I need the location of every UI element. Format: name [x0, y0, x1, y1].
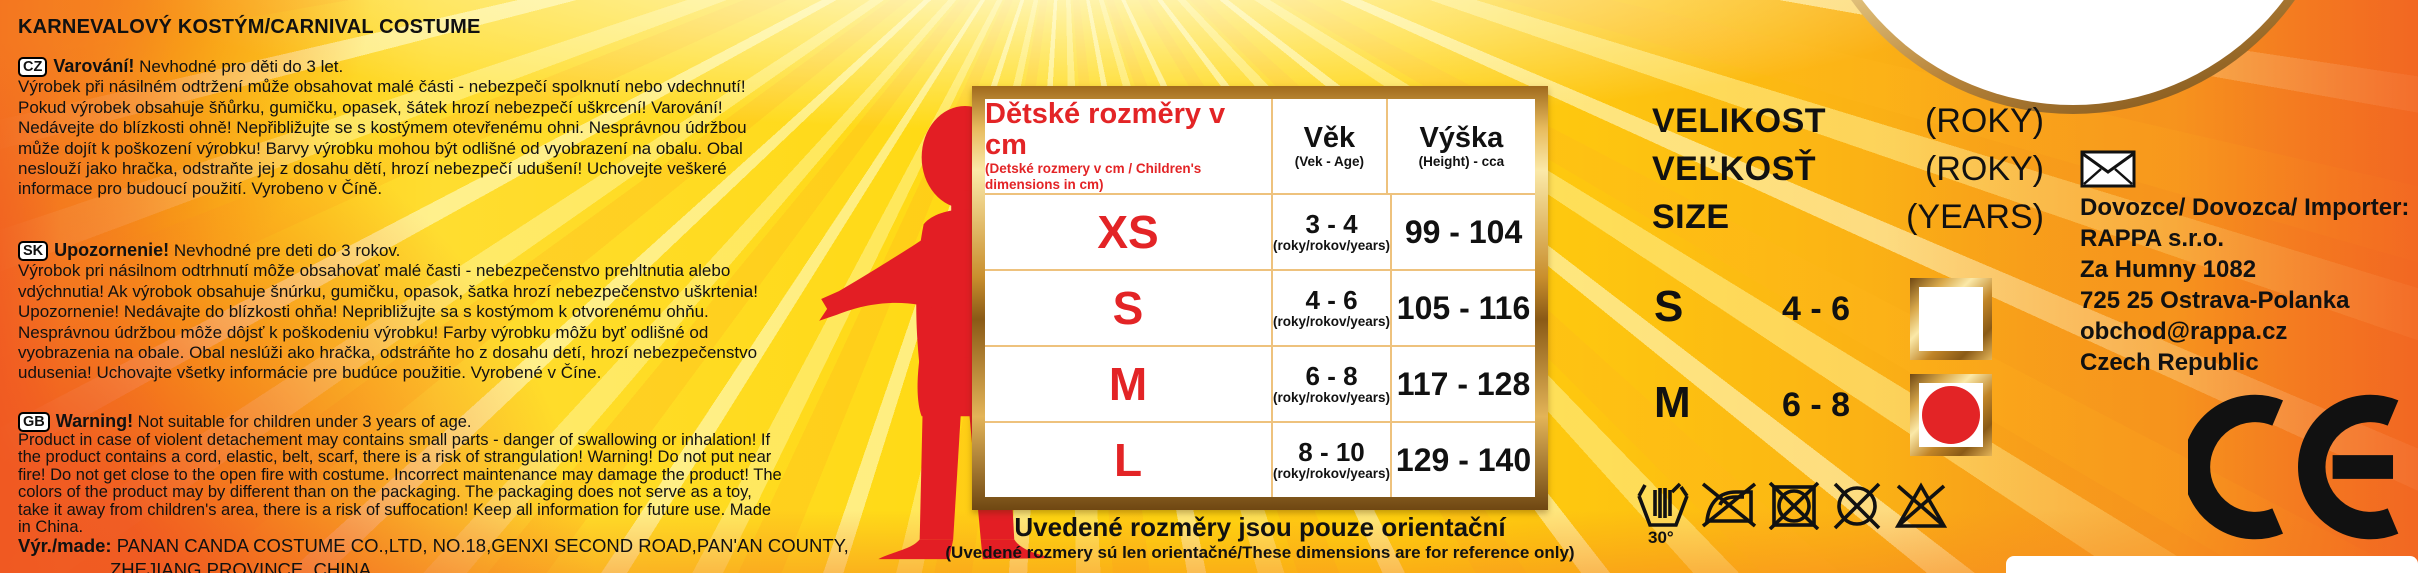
table-row-l: L 8 - 10 (roky/rokov/years) 129 - 140 [985, 421, 1535, 497]
ce-mark [2188, 394, 2399, 540]
age-cell: 6 - 8 [1305, 361, 1358, 391]
age-cell: 4 - 6 [1305, 285, 1358, 315]
age-cell: 8 - 10 [1298, 437, 1365, 467]
size-label-size: SIZE (YEARS) [1652, 198, 2044, 237]
manufacturer-line1: PANAN CANDA COSTUME CO.,LTD, NO.18,GENXI… [111, 535, 849, 556]
size-cell: XS [1097, 206, 1159, 258]
age-note: (roky/rokov/years) [1273, 466, 1391, 481]
warning-gb-body: Product in case of violent detachement m… [18, 431, 782, 537]
wash-temperature-label: 30° [1648, 528, 1674, 547]
height-cell: 105 - 116 [1396, 289, 1531, 326]
size-cell: S [1112, 282, 1144, 334]
option-m-years: 6 - 8 [1782, 386, 1851, 424]
option-s-letter: S [1654, 282, 1684, 331]
warning-sk-body: Výrobok pri násilnom odtrhnutí môže obsa… [18, 261, 758, 383]
do-not-iron-icon [1701, 482, 1757, 528]
importer-email: obchod@rappa.cz [2080, 318, 2288, 345]
height-cell: 117 - 128 [1396, 365, 1531, 402]
importer-street: Za Humny 1082 [2080, 256, 2257, 283]
hand-wash-30-icon [1637, 482, 1689, 527]
importer-country: Czech Republic [2080, 349, 2259, 376]
header-dimensions-subtitle: (Detské rozmery v cm / Children's dimens… [985, 161, 1202, 192]
importer-block: Dovozce/ Dovozca/ Importer: RAPPA s.r.o.… [2080, 150, 2409, 378]
size-label-velikost: VELIKOST (ROKY) [1652, 102, 2044, 141]
warning-sk-first: Nevhodné pre deti do 3 rokov. [169, 241, 401, 260]
warning-sk-intro: Upozornenie! [54, 240, 170, 260]
header-dimensions-title: Dětské rozměry v cm [985, 98, 1226, 161]
do-not-bleach-icon [1894, 482, 1948, 528]
age-cell: 3 - 4 [1305, 209, 1358, 239]
option-s-years: 4 - 6 [1782, 290, 1851, 328]
warning-gb-first: Not suitable for children under 3 years … [133, 413, 472, 431]
header-height-subtitle: (Height) - cca [1418, 153, 1505, 169]
envelope-icon [2080, 150, 2136, 188]
do-not-tumble-dry-icon [1768, 481, 1820, 530]
size-cell: M [1108, 358, 1148, 410]
size-paren: (ROKY) [1925, 102, 2044, 140]
manufacturer-line2: ZHEJIANG PROVINCE, CHINA [110, 559, 372, 573]
lang-badge-sk: SK [18, 241, 49, 261]
size-word: VELIKOST [1652, 102, 1827, 140]
size-cell: L [1113, 434, 1143, 486]
age-note: (roky/rokov/years) [1273, 314, 1391, 329]
age-note: (roky/rokov/years) [1273, 390, 1391, 405]
size-checkbox-s [1910, 278, 1992, 360]
header-height-title: Výška [1419, 121, 1504, 154]
size-paren: (YEARS) [1906, 198, 2044, 236]
warning-cz-body: Výrobek při násilném odtržení může obsah… [18, 77, 747, 199]
age-note: (roky/rokov/years) [1273, 238, 1391, 253]
do-not-dry-clean-icon [1833, 482, 1881, 530]
manufacturer-block: Výr./made: PANAN CANDA COSTUME CO.,LTD, … [18, 534, 849, 573]
lang-badge-cz: CZ [18, 57, 48, 77]
size-word: VEĽKOSŤ [1652, 150, 1817, 188]
table-footnote-main: Uvedené rozměry jsou pouze orientační [1014, 512, 1506, 542]
warning-cz-first: Nevhodné pro děti do 3 let. [134, 57, 344, 76]
table-footnote-sub: (Uvedené rozmery sú len orientačné/These… [945, 543, 1575, 562]
importer-heading: Dovozce/ Dovozca/ Importer: [2080, 194, 2410, 221]
partial-white-box [2006, 556, 2418, 573]
warning-sk: SK Upozornenie! Nevhodné pre deti do 3 ro… [18, 240, 786, 384]
warning-cz-intro: Varování! [53, 56, 135, 76]
warning-cz: CZ Varování! Nevhodné pro děti do 3 let. … [18, 56, 786, 200]
size-table-header-row: Dětské rozměry v cm (Detské rozmery v cm… [985, 99, 1535, 193]
size-paren: (ROKY) [1925, 150, 2044, 188]
lang-badge-gb: GB [18, 412, 50, 432]
header-age-title: Věk [1303, 121, 1356, 154]
care-icons-row [1636, 480, 1948, 530]
manufacturer-label: Výr./made: [18, 535, 112, 556]
size-label-velkost: VEĽKOSŤ (ROKY) [1652, 150, 2044, 189]
table-row-m: M 6 - 8 (roky/rokov/years) 117 - 128 [985, 345, 1535, 421]
option-m-letter: M [1654, 378, 1691, 427]
warning-gb-intro: Warning! [55, 411, 134, 431]
size-table: Dětské rozměry v cm (Detské rozmery v cm… [972, 86, 1548, 510]
height-cell: 99 - 104 [1404, 213, 1523, 250]
header-age-subtitle: (Vek - Age) [1294, 153, 1365, 169]
importer-name: RAPPA s.r.o. [2080, 225, 2225, 252]
warning-gb: GB Warning! Not suitable for children und… [18, 412, 786, 536]
importer-city: 725 25 Ostrava-Polanka [2080, 287, 2350, 314]
size-word: SIZE [1652, 198, 1730, 236]
size-checkbox-m [1910, 374, 1992, 456]
table-row-s: S 4 - 6 (roky/rokov/years) 105 - 116 [985, 269, 1535, 345]
table-row-xs: XS 3 - 4 (roky/rokov/years) 99 - 104 [985, 193, 1535, 269]
page-title: KARNEVALOVÝ KOSTÝM/CARNIVAL COSTUME [18, 16, 481, 38]
height-cell: 129 - 140 [1395, 441, 1532, 478]
